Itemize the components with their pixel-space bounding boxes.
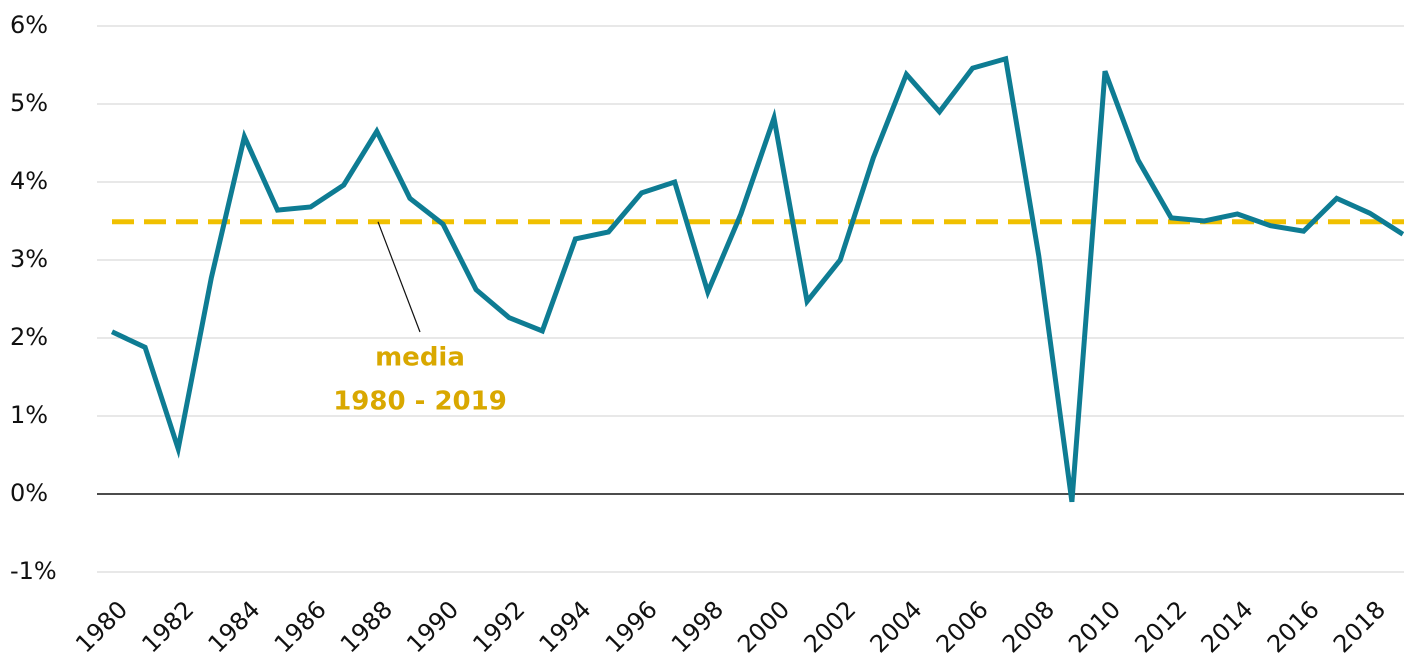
x-tick-label: 2000 <box>732 595 795 658</box>
x-tick-label: 1996 <box>600 595 663 658</box>
y-tick-label: 2% <box>10 323 48 351</box>
y-tick-label: 5% <box>10 89 48 117</box>
x-tick-label: 2008 <box>997 595 1060 658</box>
mean-label: media <box>375 343 465 373</box>
x-tick-label: 1980 <box>70 595 133 658</box>
x-tick-label: 1982 <box>136 595 199 658</box>
x-tick-label: 1986 <box>269 595 332 658</box>
y-tick-label: 1% <box>10 401 48 429</box>
y-tick-label: 4% <box>10 167 48 195</box>
leader-line <box>377 221 421 333</box>
x-tick-label: 1990 <box>401 595 464 658</box>
x-tick-label: 1992 <box>467 595 530 658</box>
y-tick-label: -1% <box>10 557 57 585</box>
x-tick-label: 2002 <box>798 595 861 658</box>
x-tick-label: 2018 <box>1328 595 1391 658</box>
x-tick-label: 2012 <box>1129 595 1192 658</box>
x-tick-label: 2014 <box>1196 595 1259 658</box>
y-tick-label: 6% <box>10 11 48 39</box>
x-tick-label: 1998 <box>666 595 729 658</box>
mean-label: 1980 - 2019 <box>333 387 507 417</box>
x-tick-label: 2006 <box>931 595 994 658</box>
y-tick-label: 3% <box>10 245 48 273</box>
x-tick-label: 2004 <box>865 595 928 658</box>
x-tick-label: 1994 <box>534 595 597 658</box>
x-tick-label: 1988 <box>335 595 398 658</box>
x-tick-label: 1984 <box>203 595 266 658</box>
x-tick-label: 2010 <box>1063 595 1126 658</box>
x-tick-label: 2016 <box>1262 595 1325 658</box>
y-tick-label: 0% <box>10 479 48 507</box>
data-line <box>110 55 1404 503</box>
